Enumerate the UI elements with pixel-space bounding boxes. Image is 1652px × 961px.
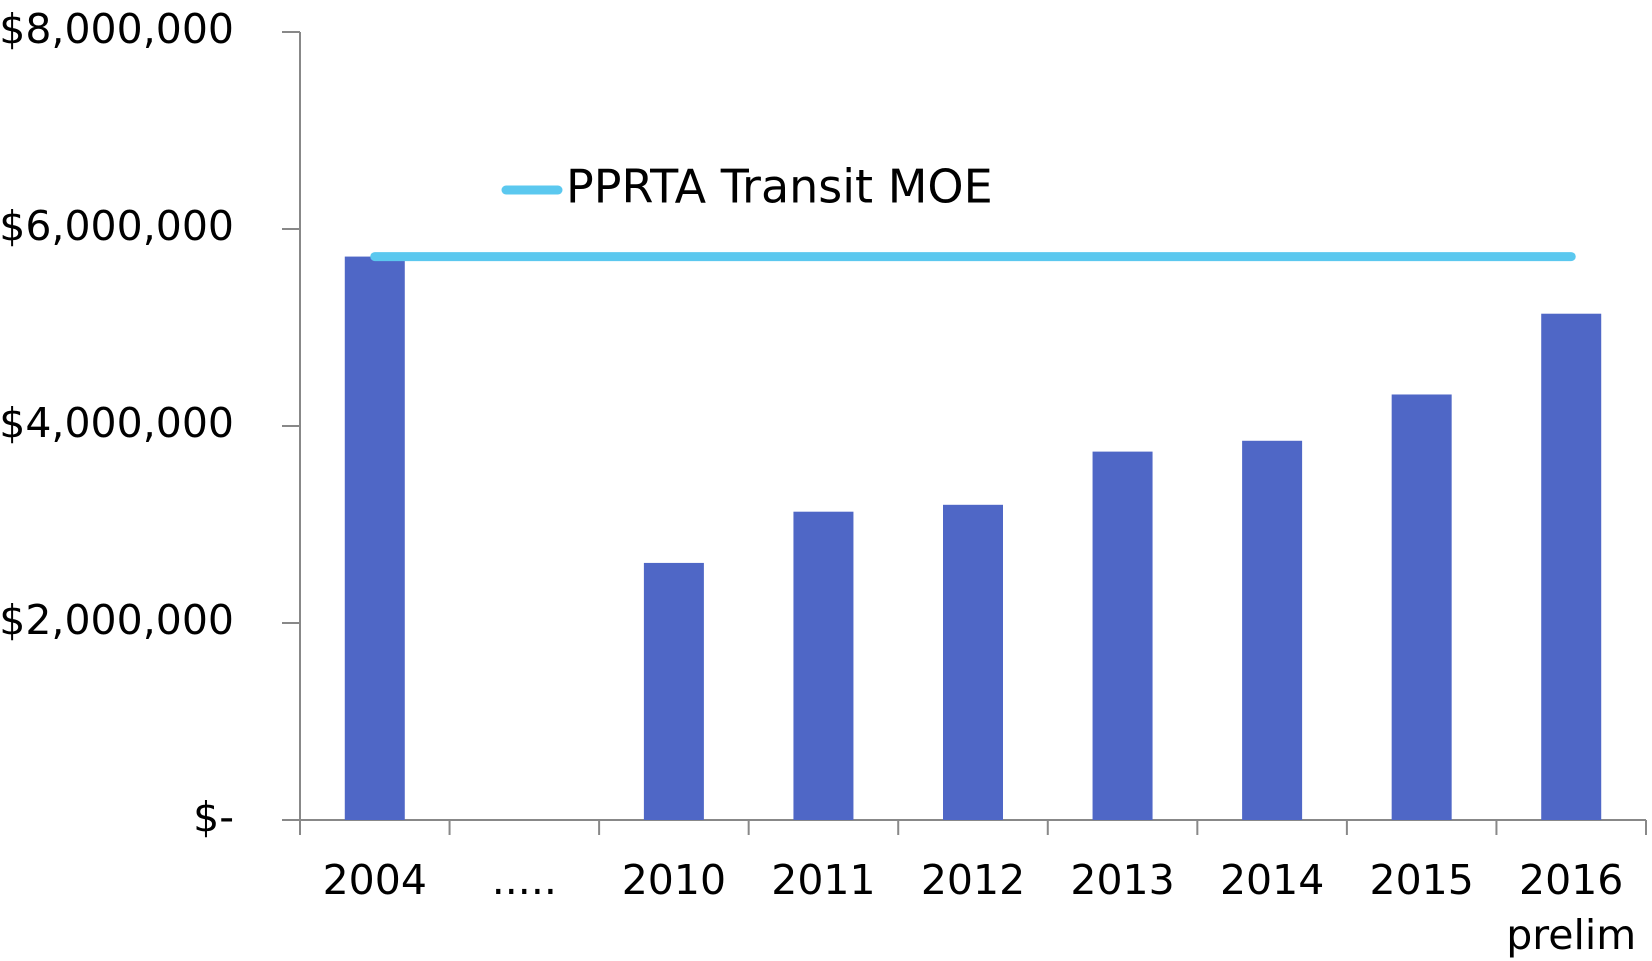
y-tick-label: $8,000,000 (0, 5, 234, 53)
y-tick-label: $2,000,000 (0, 596, 234, 644)
y-tick-label: $4,000,000 (0, 399, 234, 447)
x-tick-label: 2015 (1369, 856, 1473, 904)
x-tick-label: 2004 (323, 856, 427, 904)
x-tick-label: 2010 (622, 856, 726, 904)
y-tick-label: $6,000,000 (0, 202, 234, 250)
bar (1391, 394, 1452, 820)
bar (1242, 440, 1303, 820)
bar (344, 256, 405, 821)
bar (793, 511, 854, 820)
bar (943, 504, 1003, 820)
x-tick-label: ..... (492, 856, 557, 904)
x-tick-label: 2014 (1220, 856, 1324, 904)
y-tick-label: $- (193, 793, 234, 841)
x-tick-label: 2013 (1070, 856, 1174, 904)
bar (1541, 313, 1602, 820)
bar (1092, 451, 1153, 820)
x-tick-label: 2011 (771, 856, 875, 904)
x-tick-label: 2016 prelim (1506, 856, 1636, 959)
legend-label: PPRTA Transit MOE (566, 160, 993, 214)
x-tick-label: 2012 (921, 856, 1025, 904)
bar (643, 562, 704, 820)
